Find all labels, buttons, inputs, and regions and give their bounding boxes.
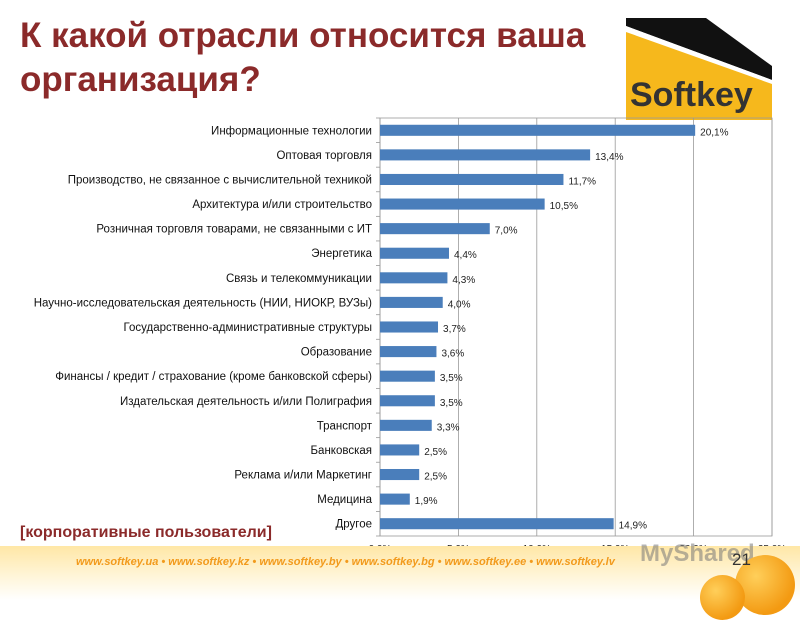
bars-layer	[380, 124, 696, 530]
category-label: Научно-исследовательская деятельность (Н…	[34, 297, 372, 309]
value-label: 3,6%	[441, 349, 464, 360]
footer: www.softkey.ua • www.softkey.kz • www.so…	[0, 546, 800, 600]
value-label: 7,0%	[495, 226, 518, 237]
bar	[380, 124, 696, 136]
category-label: Информационные технологии	[211, 125, 372, 137]
page-title: К какой отрасли относится ваша организац…	[20, 16, 586, 99]
orange-decoration	[700, 575, 745, 620]
bar	[380, 173, 564, 186]
footer-sites: www.softkey.ua • www.softkey.kz • www.so…	[76, 556, 616, 568]
bar	[380, 518, 614, 530]
value-label: 3,7%	[443, 324, 466, 335]
softkey-logo: Softkey	[626, 18, 772, 120]
category-label: Розничная торговля товарами, не связанны…	[96, 224, 372, 236]
logo-black-wedge	[626, 18, 772, 80]
category-label: Реклама и/или Маркетинг	[234, 470, 372, 482]
value-label: 3,5%	[440, 398, 463, 409]
subtitle: [корпоративные пользователи]	[20, 524, 272, 541]
value-label: 2,5%	[424, 447, 447, 458]
bar	[380, 296, 443, 308]
bar	[380, 346, 437, 358]
value-label: 4,0%	[448, 299, 471, 310]
bar	[380, 247, 449, 259]
value-label: 1,9%	[415, 496, 438, 507]
bar	[380, 321, 439, 333]
category-label: Транспорт	[317, 420, 373, 432]
value-label: 2,5%	[424, 472, 447, 483]
bar	[380, 198, 545, 210]
category-label: Оптовая торговля	[276, 150, 372, 162]
category-label: Архитектура и/или строительство	[192, 199, 372, 211]
category-label: Государственно-административные структур…	[124, 322, 372, 334]
bar	[380, 272, 448, 284]
value-label: 13,4%	[595, 152, 623, 163]
bar	[380, 468, 420, 481]
bar	[380, 395, 435, 407]
bar	[380, 419, 432, 431]
value-label: 11,7%	[568, 176, 596, 187]
logo-yellow-wedge	[626, 28, 772, 120]
category-label: Банковская	[311, 445, 373, 457]
category-label: Издательская деятельность и/или Полиграф…	[120, 396, 372, 408]
category-label: Другое	[335, 519, 372, 531]
value-label: 4,3%	[452, 275, 475, 286]
watermark: MyShared	[640, 540, 755, 567]
bar	[380, 493, 410, 505]
value-label: 10,5%	[550, 201, 578, 212]
bar	[380, 223, 490, 235]
category-label: Энергетика	[311, 248, 372, 260]
bar	[380, 444, 420, 456]
bar	[380, 149, 591, 161]
value-label: 14,9%	[619, 521, 647, 532]
bar	[380, 370, 435, 382]
category-label: Связь и телекоммуникации	[226, 273, 372, 285]
category-label: Финансы / кредит / страхование (кроме ба…	[55, 371, 372, 383]
industry-bar-chart: Информационные технологии 20,1% Оптовая то…	[34, 117, 786, 555]
labels-layer: Информационные технологии 20,1% Оптовая то…	[34, 125, 729, 531]
value-label: 4,4%	[454, 250, 477, 261]
value-label: 3,5%	[440, 373, 463, 384]
logo-white-band	[626, 26, 772, 84]
page-number: 21	[732, 550, 751, 569]
category-label: Производство, не связанное с вычислитель…	[68, 174, 372, 186]
category-label: Медицина	[317, 494, 372, 506]
category-label: Образование	[301, 347, 372, 359]
logo-text: Softkey	[630, 76, 753, 114]
value-label: 3,3%	[437, 422, 460, 433]
grid-layer	[376, 117, 773, 537]
value-label: 20,1%	[700, 127, 728, 138]
